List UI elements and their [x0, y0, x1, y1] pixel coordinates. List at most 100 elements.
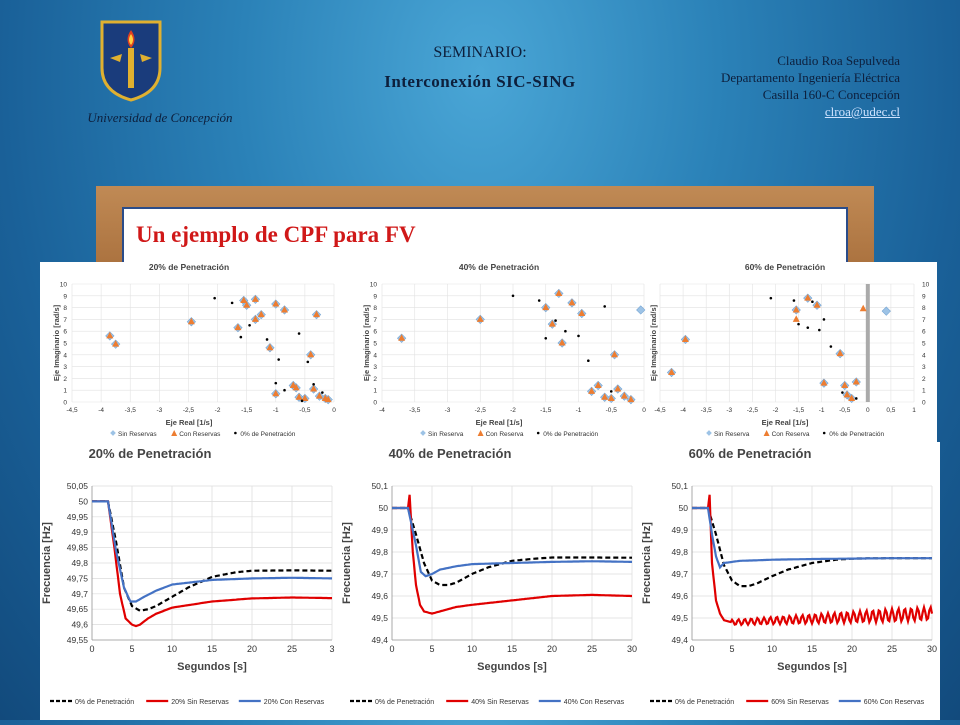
y-tick-label: 8 — [373, 305, 377, 312]
x-tick-label: -3 — [726, 407, 732, 414]
x-tick-label: 20 — [547, 644, 557, 654]
chart-title: 40% de Penetración — [389, 446, 512, 461]
y-tick-label: 49,6 — [371, 591, 388, 601]
x-tick-label: -2,5 — [747, 407, 759, 414]
x-axis-label: Eje Real [1/s] — [476, 418, 523, 427]
y-tick-label: 49,9 — [671, 525, 688, 535]
dot-point — [544, 336, 548, 340]
x-axis-label: Segundos [s] — [177, 661, 247, 673]
triangle-point — [611, 350, 619, 358]
y-tick-label: 0 — [373, 400, 377, 407]
y-tick-label: 9 — [922, 293, 926, 300]
y-tick-label: 49,85 — [67, 543, 89, 553]
legend-label: Con Reserva — [772, 431, 810, 438]
frequency-chart-1: 49,55 49,6 49,65 49,7 49,75 49,8 49,85 49,9 49,9… — [41, 446, 335, 706]
y-tick-label: 49,7 — [71, 589, 88, 599]
x-tick-label: -4 — [98, 407, 104, 414]
x-tick-label: 20 — [247, 644, 257, 654]
legend-label: 20% Con Reservas — [264, 699, 325, 706]
x-tick-label: -2 — [510, 407, 516, 414]
dot-point — [274, 381, 278, 385]
y-tick-label: 7 — [373, 317, 377, 324]
y-tick-label: 49,75 — [67, 573, 89, 583]
legend-label: 0% de Penetración — [829, 431, 884, 438]
x-tick-label: 25 — [887, 644, 897, 654]
y-tick-label: 5 — [373, 341, 377, 348]
y-tick-label: 10 — [922, 282, 930, 289]
legend-dot — [822, 431, 826, 435]
frequency-chart-2: 49,4 49,5 49,6 49,7 49,8 49,9 50 50,1 0 5 10 15 20 25… — [341, 446, 637, 706]
frequency-chart-3: 49,4 49,5 49,6 49,7 49,8 49,9 50 50,1 0 5 10 15 20 25… — [641, 446, 937, 706]
chart-title: 60% de Penetración — [745, 262, 825, 272]
y-tick-label: 49,8 — [371, 547, 388, 557]
legend-label: 20% Sin Reservas — [171, 699, 229, 706]
x-tick-label: 20 — [847, 644, 857, 654]
x-tick-label: 30 — [927, 644, 937, 654]
triangle-point — [295, 393, 303, 400]
x-tick-label: -0,5 — [606, 407, 618, 414]
y-tick-label: 49,8 — [71, 558, 88, 568]
dot-point — [603, 305, 606, 308]
legend-triangle — [477, 430, 484, 436]
y-tick-label: 49,9 — [71, 527, 88, 537]
triangle-point — [542, 303, 550, 311]
frequency-charts: 49,5549,649,6549,749,7549,849,8549,949,9… — [41, 446, 937, 706]
y-tick-label: 50,1 — [671, 481, 688, 491]
legend-label: 40% Con Reservas — [564, 699, 625, 706]
x-tick-label: -2,5 — [183, 407, 195, 414]
chart-title: 20% de Penetración — [149, 262, 229, 272]
triangle-point — [841, 381, 849, 388]
dot-point — [230, 301, 234, 305]
triangle-point — [848, 394, 856, 401]
triangle-point — [852, 377, 860, 385]
legend-label: 0% de Penetración — [543, 431, 598, 438]
dot-point — [511, 294, 515, 298]
dot-point — [265, 338, 269, 341]
y-tick-label: 2 — [922, 376, 926, 383]
x-axis-label: Eje Real [1/s] — [166, 418, 213, 427]
x-tick-label: 5 — [729, 644, 734, 654]
y-tick-label: 4 — [373, 352, 377, 359]
triangle-point — [792, 305, 800, 313]
triangle-point — [601, 393, 609, 400]
triangle-point — [859, 304, 867, 312]
triangle-point — [668, 368, 676, 375]
x-tick-label: -1 — [273, 407, 279, 414]
y-axis-label: Frecuencia [Hz] — [641, 522, 653, 604]
x-tick-label: 30 — [627, 644, 637, 654]
chart-title: 60% de Penetración — [689, 446, 812, 461]
triangle-point — [234, 323, 242, 331]
triangle-point — [578, 309, 586, 316]
x-tick-label: 0 — [332, 407, 336, 414]
x-tick-label: 5 — [129, 644, 134, 654]
triangle-point — [620, 392, 628, 399]
x-tick-label: -3 — [445, 407, 451, 414]
x-tick-label: -4 — [680, 407, 686, 414]
triangle-point — [272, 300, 280, 307]
legend-label: Con Reservas — [179, 431, 221, 438]
triangle-point — [820, 379, 828, 386]
legend-triangle — [171, 430, 178, 436]
author-email-link[interactable]: clroa@udec.cl — [824, 104, 900, 119]
legend-dot — [234, 431, 237, 435]
dot-point — [283, 388, 286, 392]
slide-title: Un ejemplo de CPF para FV — [136, 222, 416, 247]
triangle-point — [627, 395, 635, 403]
y-tick-label: 5 — [63, 341, 67, 348]
dot-point — [792, 299, 796, 302]
x-tick-label: -3 — [156, 407, 162, 414]
series-line — [392, 506, 632, 578]
x-tick-label: 0 — [866, 407, 870, 414]
x-tick-label: -0,5 — [839, 407, 851, 414]
x-tick-label: -3,5 — [701, 407, 713, 414]
triangle-point — [813, 301, 821, 308]
legend-label: 0% de Penetración — [75, 699, 134, 706]
board — [122, 207, 848, 271]
y-tick-label: 49,7 — [671, 569, 688, 579]
x-tick-label: -4,5 — [66, 407, 78, 414]
dot-point — [609, 390, 613, 393]
scatter-chart-2: 0 1 2 3 4 5 6 7 8 9 10 -4 -3,5 -3 -2,5 -2 -1,5 -1 -0,5 0 40%… — [362, 262, 646, 438]
y-tick-label: 5 — [922, 341, 926, 348]
series-line — [392, 494, 632, 615]
